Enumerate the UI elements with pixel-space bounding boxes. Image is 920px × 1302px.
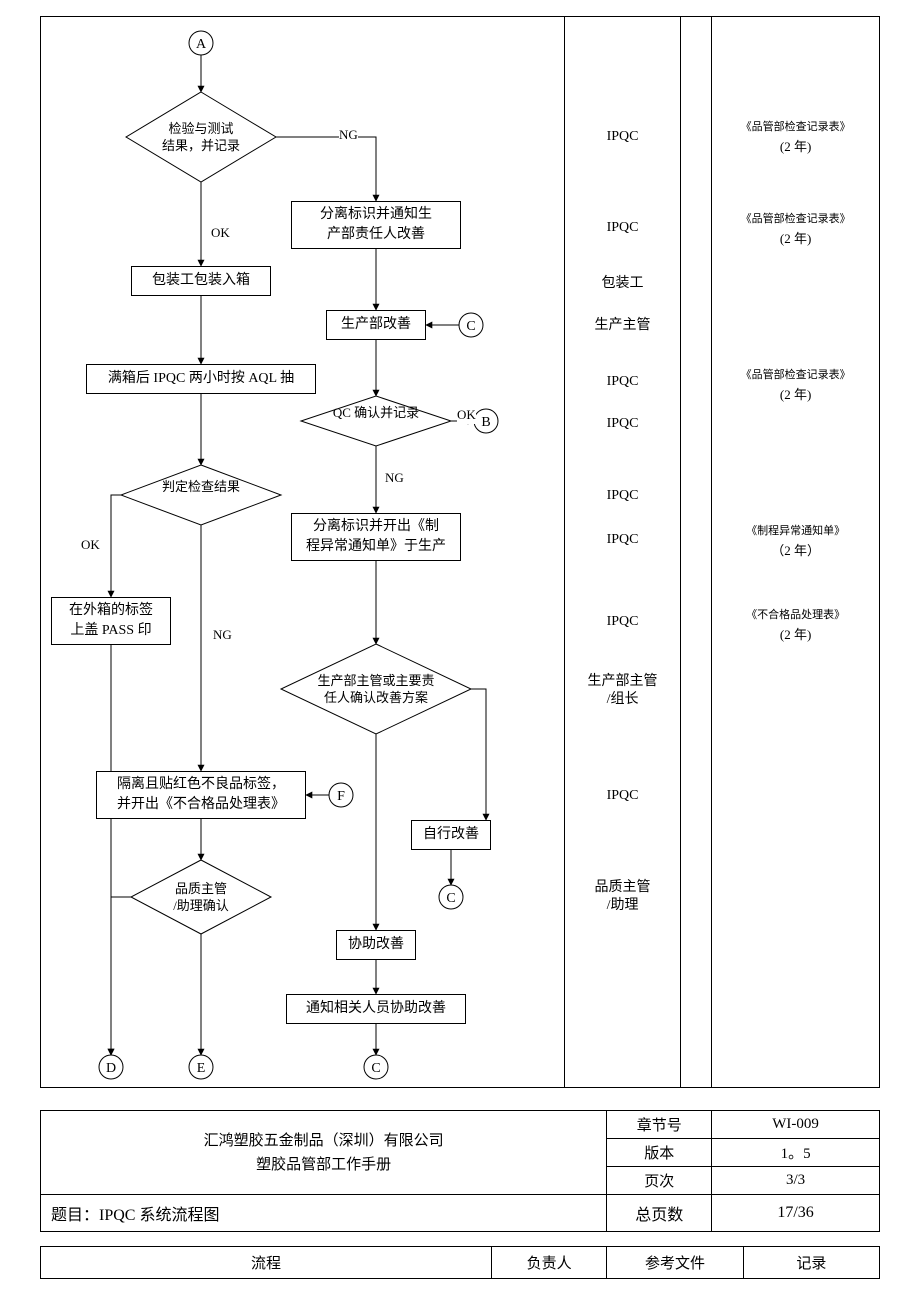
owner-label: IPQC: [565, 531, 679, 549]
svg-text:C: C: [371, 1061, 380, 1076]
owner-label: IPQC: [565, 787, 679, 805]
edge-label: NG: [385, 470, 404, 487]
edge-label: NG: [213, 627, 232, 644]
flow-decision-dec6: QC 确认并记录: [311, 405, 441, 422]
col-rec: 记录: [743, 1247, 879, 1279]
owner-label: 生产部主管/组长: [565, 673, 679, 709]
svg-text:E: E: [197, 1061, 206, 1076]
owner-label: IPQC: [565, 613, 679, 631]
edge-label: OK: [211, 225, 230, 242]
flow-process-box5: 满箱后 IPQC 两小时按 AQL 抽: [86, 364, 316, 394]
footer-header-table: 流程 负责人 参考文件 记录: [40, 1246, 880, 1279]
title-cell: 题目：IPQC 系统流程图: [41, 1195, 607, 1232]
company-cell: 汇鸿塑胶五金制品（深圳）有限公司 塑胶品管部工作手册: [41, 1111, 607, 1195]
svg-text:C: C: [446, 891, 455, 906]
title-value: IPQC 系统流程图: [99, 1207, 219, 1224]
flow-process-box15: 通知相关人员协助改善: [286, 994, 466, 1024]
owner-column: IPQC IPQC 包装工生产主管 IPQC IPQC IPQC IPQC IPQC 生产部主管…: [565, 17, 679, 1087]
owner-label: IPQC: [565, 373, 679, 391]
flowchart-area: A C B F C D E C 检验与测试结果，并记录分离标识并通知生产部责任人改善包装工包装…: [41, 17, 564, 1087]
svg-text:A: A: [196, 37, 207, 52]
flow-process-box11: 隔离且贴红色不良品标签，并开出《不合格品处理表》: [96, 771, 306, 819]
flow-decision-dec1: 检验与测试结果，并记录: [136, 121, 266, 155]
col-owner: 负责人: [491, 1247, 606, 1279]
flow-decision-dec13: 品质主管/助理确认: [141, 881, 261, 915]
flow-process-box4: 生产部改善: [326, 310, 426, 340]
edge-label: NG: [339, 127, 358, 144]
flow-decision-dec10: 生产部主管或主要责任人确认改善方案: [291, 673, 461, 707]
chapter-label: 章节号: [607, 1111, 712, 1139]
record-label: 《品管部检查记录表》(2 年): [712, 211, 879, 249]
record-label: 《品管部检查记录表》(2 年): [712, 367, 879, 405]
flow-process-box2: 分离标识并通知生产部责任人改善: [291, 201, 461, 249]
records-column: 《品管部检查记录表》(2 年) 《品管部检查记录表》(2 年) 《品管部检查记录表》…: [712, 17, 879, 1087]
record-label: 《品管部检查记录表》(2 年): [712, 119, 879, 157]
svg-text:F: F: [337, 789, 345, 804]
edge-label: OK: [81, 537, 100, 554]
svg-text:D: D: [106, 1061, 116, 1076]
svg-text:C: C: [466, 319, 475, 334]
flow-process-box8: 分离标识并开出《制程异常通知单》于生产: [291, 513, 461, 561]
page-label: 页次: [607, 1167, 712, 1195]
total-value: 17/36: [712, 1195, 880, 1232]
record-label: 《制程异常通知单》（2 年）: [712, 523, 879, 561]
svg-text:B: B: [481, 415, 490, 430]
flow-process-box14: 协助改善: [336, 930, 416, 960]
owner-label: 品质主管/助理: [565, 879, 679, 915]
flow-process-box3: 包装工包装入箱: [131, 266, 271, 296]
col-flow: 流程: [41, 1247, 492, 1279]
company-line1: 汇鸿塑胶五金制品（深圳）有限公司: [51, 1129, 596, 1153]
owner-label: IPQC: [565, 128, 679, 146]
ref-column: [681, 17, 711, 1087]
owner-label: 包装工: [565, 275, 679, 293]
version-value: 1。5: [712, 1139, 880, 1167]
page-value: 3/3: [712, 1167, 880, 1195]
main-grid: ACBFCDEC 检验与测试结果，并记录分离标识并通知生产部责任人改善包装工包装…: [40, 16, 880, 1088]
version-label: 版本: [607, 1139, 712, 1167]
flow-process-box9: 在外箱的标签上盖 PASS 印: [51, 597, 171, 645]
flow-decision-dec7: 判定检查结果: [131, 479, 271, 496]
edge-label: OK: [457, 407, 476, 424]
company-line2: 塑胶品管部工作手册: [51, 1153, 596, 1177]
chapter-value: WI-009: [712, 1111, 880, 1139]
owner-label: 生产主管: [565, 317, 679, 335]
owner-label: IPQC: [565, 219, 679, 237]
col-ref: 参考文件: [607, 1247, 743, 1279]
footer-info-table: 汇鸿塑胶五金制品（深圳）有限公司 塑胶品管部工作手册 章节号 WI-009 版本…: [40, 1110, 880, 1232]
owner-label: IPQC: [565, 415, 679, 433]
title-label: 题目：: [51, 1207, 99, 1224]
total-label: 总页数: [607, 1195, 712, 1232]
record-label: 《不合格品处理表》(2 年): [712, 607, 879, 645]
owner-label: IPQC: [565, 487, 679, 505]
flow-process-box12: 自行改善: [411, 820, 491, 850]
